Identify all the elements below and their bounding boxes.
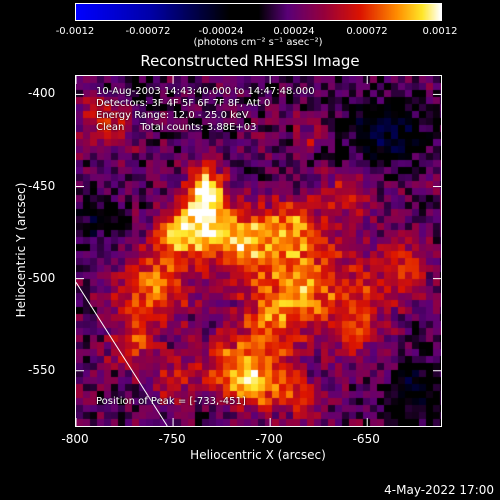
info-time: 10-Aug-2003 14:43:40.000 to 14:47:48.000 [96,86,315,97]
colorbar-tick-label: 0.0012 [422,26,458,37]
x-tick-label: -750 [158,432,186,446]
peak-position-note: Position of Peak = [-733,-451] [96,396,246,407]
y-tick-label: -400 [28,86,56,101]
y-tick-label: -500 [28,270,56,285]
plot-overlay [76,76,441,426]
info-detectors: Detectors: 3F 4F 5F 6F 7F 8F, Att 0 [96,98,271,109]
x-tick-label: -800 [61,432,89,446]
x-axis-label: Heliocentric X (arcsec) [190,448,326,462]
colorbar [75,3,442,21]
x-tick-label: -650 [352,432,380,446]
colorbar-tick-label: -0.00024 [198,26,244,37]
plot-title: Reconstructed RHESSI Image [140,52,360,70]
x-tick-label: -700 [255,432,283,446]
y-tick-label: -450 [28,178,56,193]
colorbar-tick-label: -0.00072 [125,26,171,37]
info-energy: Energy Range: 12.0 - 25.0 keV [96,110,249,121]
y-axis-label: Heliocentric Y (arcsec) [14,182,28,318]
heatmap-image [76,76,441,426]
y-tick-label: -550 [28,362,56,377]
solar-limb-line [76,282,168,426]
footer-date: 4-May-2022 17:00 [384,483,494,497]
colorbar-tick-label: 0.00072 [346,26,388,37]
info-clean: Clean Total counts: 3.88E+03 [96,122,257,133]
colorbar-units: (photons cm⁻² s⁻¹ asec⁻²) [193,37,323,48]
colorbar-gradient [76,4,441,20]
colorbar-tick-label: 0.00024 [273,26,315,37]
plot-area: 10-Aug-2003 14:43:40.000 to 14:47:48.000… [75,75,442,427]
colorbar-tick-label: -0.0012 [55,26,95,37]
